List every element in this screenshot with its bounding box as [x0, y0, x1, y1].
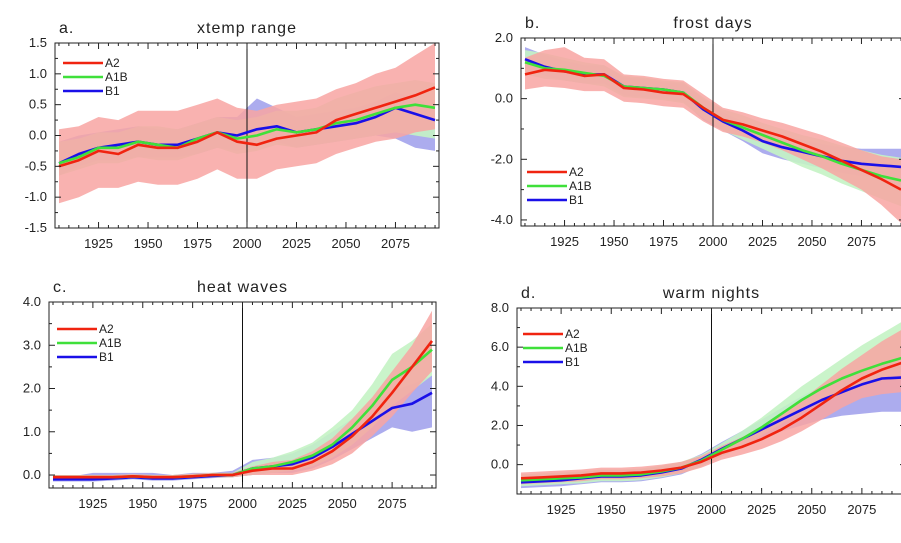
legend-label-A1B: A1B [99, 336, 122, 350]
y-tick-label: 2.0 [495, 30, 513, 45]
x-tick-label: 1950 [128, 496, 157, 511]
panel-title: xtemp range [197, 20, 297, 37]
x-tick-label: 2075 [381, 236, 410, 251]
series-line-b-A2 [524, 68, 901, 191]
x-tick-label: 2025 [748, 234, 777, 249]
y-tick-label: -2.0 [491, 151, 513, 166]
legend-label-A1B: A1B [565, 341, 588, 355]
panel-letter: d. [521, 285, 536, 302]
x-tick-label: 1975 [647, 502, 676, 517]
y-tick-label: 4.0 [23, 294, 41, 309]
x-tick-label: 1950 [597, 502, 626, 517]
y-tick-label: 3.0 [23, 337, 41, 352]
x-tick-label: 2000 [697, 502, 726, 517]
legend-label-B1: B1 [99, 350, 114, 364]
y-tick-label: 1.5 [29, 35, 47, 50]
y-tick-label: 0.0 [29, 128, 47, 143]
panel-a: 1925 1950 1975 2000 2025 2050 2075 -1.5 -1.0 -0.5… [25, 20, 440, 251]
x-tick-label: 2050 [798, 234, 827, 249]
x-tick-label: 1975 [183, 236, 212, 251]
panel-title: frost days [673, 15, 752, 32]
x-tick-label: 2075 [847, 502, 876, 517]
x-tick-label: 2050 [797, 502, 826, 517]
legend-label-B1: B1 [569, 193, 584, 207]
y-tick-label: 4.0 [491, 378, 509, 393]
x-tick-label: 2050 [328, 496, 357, 511]
x-tick-label: 2050 [332, 236, 361, 251]
plot-area-d [520, 308, 901, 494]
legend-label-A1B: A1B [105, 70, 128, 84]
panel-d: 1925 1950 1975 2000 2025 2050 2075 0.0 2.0 4.0 6.0… [491, 285, 901, 517]
legend-label-A1B: A1B [569, 179, 592, 193]
series-line-a-A2 [58, 86, 436, 168]
series-line-d-A1B [520, 356, 901, 482]
panel-c: 1925 1950 1975 2000 2025 2050 2075 0.0 1.0 2.0 3.0… [23, 279, 437, 511]
x-tick-label: 1950 [134, 236, 163, 251]
x-tick-label: 2025 [282, 236, 311, 251]
plot-area-a [58, 43, 436, 228]
y-tick-label: 0.0 [491, 457, 509, 472]
x-tick-label: 2000 [699, 234, 728, 249]
plot-area-c [53, 302, 434, 488]
y-tick-label: 8.0 [491, 300, 509, 315]
legend-label-A2: A2 [105, 56, 120, 70]
legend-label-B1: B1 [105, 84, 120, 98]
x-tick-label: 1950 [600, 234, 629, 249]
plot-area-b [524, 38, 901, 226]
y-tick-label: 2.0 [491, 417, 509, 432]
y-tick-label: 2.0 [23, 381, 41, 396]
y-tick-label: 0.5 [29, 97, 47, 112]
y-tick-label: 0.0 [495, 91, 513, 106]
y-tick-label: 1.0 [29, 66, 47, 81]
x-tick-label: 1925 [550, 234, 579, 249]
x-tick-label: 2000 [228, 496, 257, 511]
x-tick-label: 1925 [84, 236, 113, 251]
y-tick-label: -4.0 [491, 212, 513, 227]
y-tick-label: 0.0 [23, 467, 41, 482]
y-tick-label: 6.0 [491, 339, 509, 354]
series-line-a-A1B [58, 103, 436, 165]
panel-title: warm nights [662, 285, 760, 302]
series-line-c-A2 [53, 340, 434, 479]
x-tick-label: 1925 [547, 502, 576, 517]
series-line-a-B1 [58, 106, 436, 165]
legend-label-A2: A2 [565, 327, 580, 341]
panel-b: 1925 1950 1975 2000 2025 2050 2075 -4.0 -2.0 0.0 2… [491, 15, 901, 249]
x-tick-label: 1925 [78, 496, 107, 511]
legend-label-A2: A2 [99, 322, 114, 336]
legend-label-B1: B1 [565, 355, 580, 369]
y-tick-label: -0.5 [25, 158, 47, 173]
band-c-A2 [53, 310, 432, 480]
x-tick-label: 1975 [178, 496, 207, 511]
x-tick-label: 2000 [233, 236, 262, 251]
y-tick-label: 1.0 [23, 424, 41, 439]
panel-title: heat waves [197, 279, 288, 296]
band-b-A2 [525, 47, 901, 223]
x-tick-label: 2025 [278, 496, 307, 511]
x-tick-label: 1975 [649, 234, 678, 249]
x-tick-label: 2075 [378, 496, 407, 511]
panel-letter: a. [59, 20, 74, 37]
panel-letter: b. [525, 15, 540, 32]
panel-letter: c. [53, 279, 67, 296]
x-tick-label: 2025 [747, 502, 776, 517]
series-line-d-A2 [520, 361, 901, 480]
x-tick-label: 2075 [847, 234, 876, 249]
y-tick-label: -1.5 [25, 220, 47, 235]
y-tick-label: -1.0 [25, 189, 47, 204]
legend-label-A2: A2 [569, 165, 584, 179]
